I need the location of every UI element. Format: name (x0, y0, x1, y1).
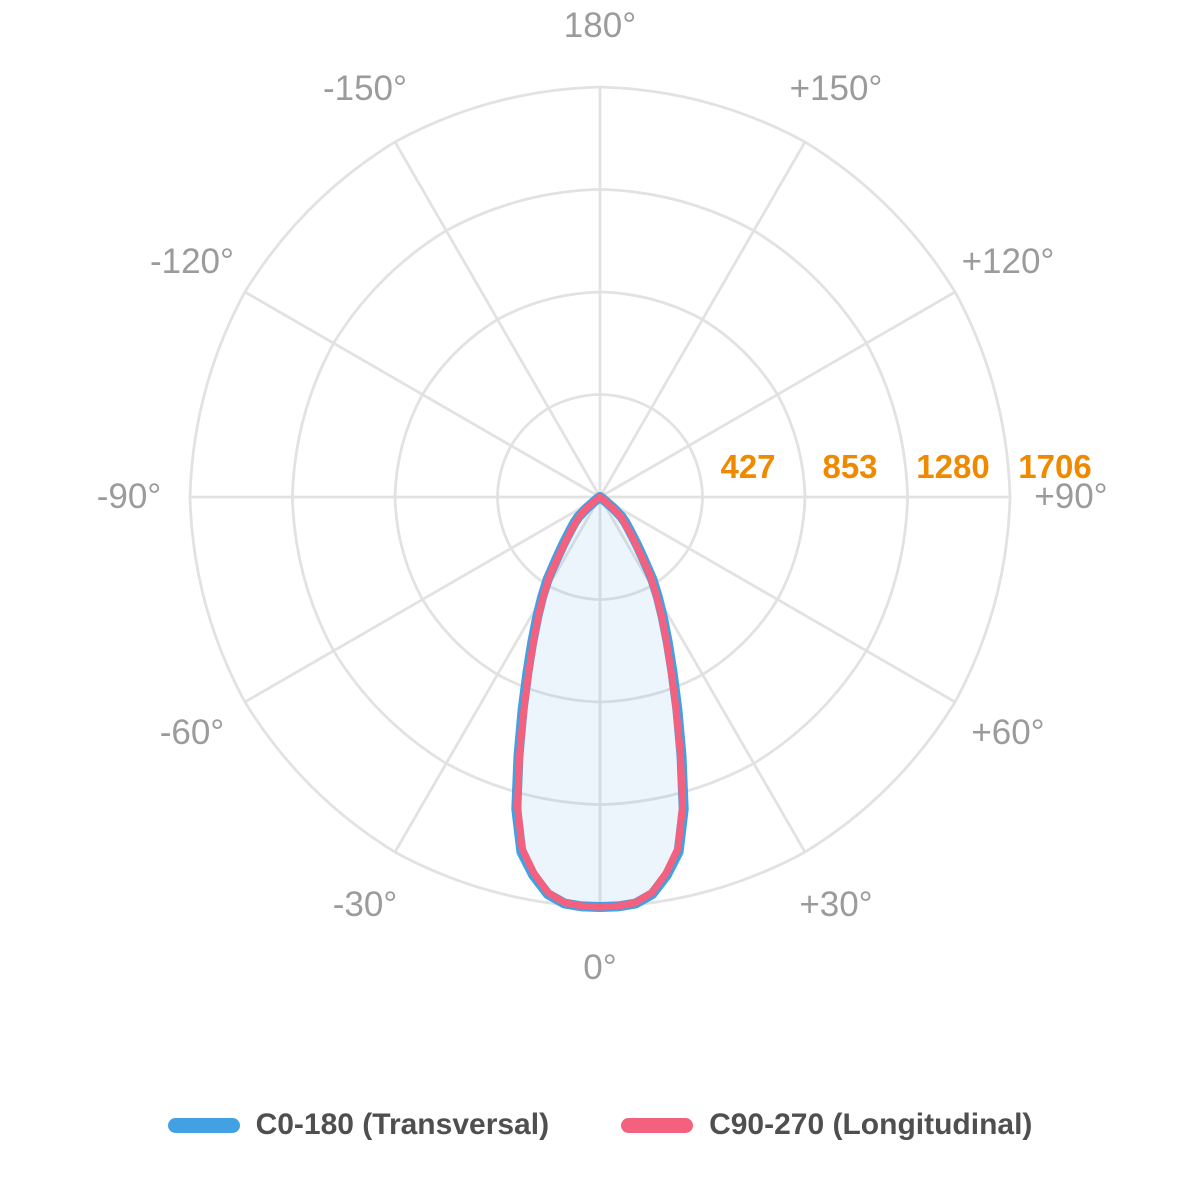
radial-tick-1706: 1706 (1018, 448, 1092, 485)
grid-spoke-210 (393, 141, 602, 498)
legend-label-c90-270: C90-270 (Longitudinal) (709, 1108, 1033, 1141)
grid-spoke-240 (244, 290, 601, 499)
angle-label-60: +60° (971, 713, 1045, 752)
radial-tick-1280: 1280 (916, 448, 990, 485)
grid-spoke-300 (244, 495, 601, 704)
beam-fill (516, 497, 684, 907)
radial-tick-427: 427 (720, 448, 776, 485)
radial-tick-853: 853 (822, 448, 878, 485)
angle-label--30: -30° (332, 885, 398, 924)
legend-swatch-c90-270 (621, 1117, 694, 1133)
angle-label-120: +120° (961, 242, 1055, 281)
angle-label-180: 180° (563, 6, 637, 45)
curve-c90-270 (513, 493, 687, 911)
grid-spoke-60 (599, 495, 956, 704)
angle-label-30: +30° (799, 885, 873, 924)
grid-spoke-330 (393, 496, 602, 853)
grid-spoke-120 (599, 290, 956, 499)
angle-label-0: 0° (583, 948, 617, 987)
angle-label-90: +90° (1034, 477, 1108, 516)
legend-item-c0-180[interactable]: C0-180 (Transversal) (167, 1108, 550, 1142)
grid-spoke-150 (598, 141, 807, 498)
legend-swatch-c0-180 (167, 1117, 240, 1133)
angle-label--90: -90° (96, 477, 162, 516)
angle-label--150: -150° (322, 69, 408, 108)
angle-label-150: +150° (789, 69, 883, 108)
legend-item-c90-270[interactable]: C90-270 (Longitudinal) (621, 1108, 1032, 1142)
angle-label--120: -120° (149, 242, 235, 281)
polar-chart-canvas (188, 85, 1012, 912)
grid-spoke-30 (598, 496, 807, 853)
angle-label--60: -60° (159, 713, 225, 752)
legend: C0-180 (Transversal) C90-270 (Longitudin… (0, 1103, 1200, 1147)
legend-label-c0-180: C0-180 (Transversal) (255, 1108, 550, 1141)
